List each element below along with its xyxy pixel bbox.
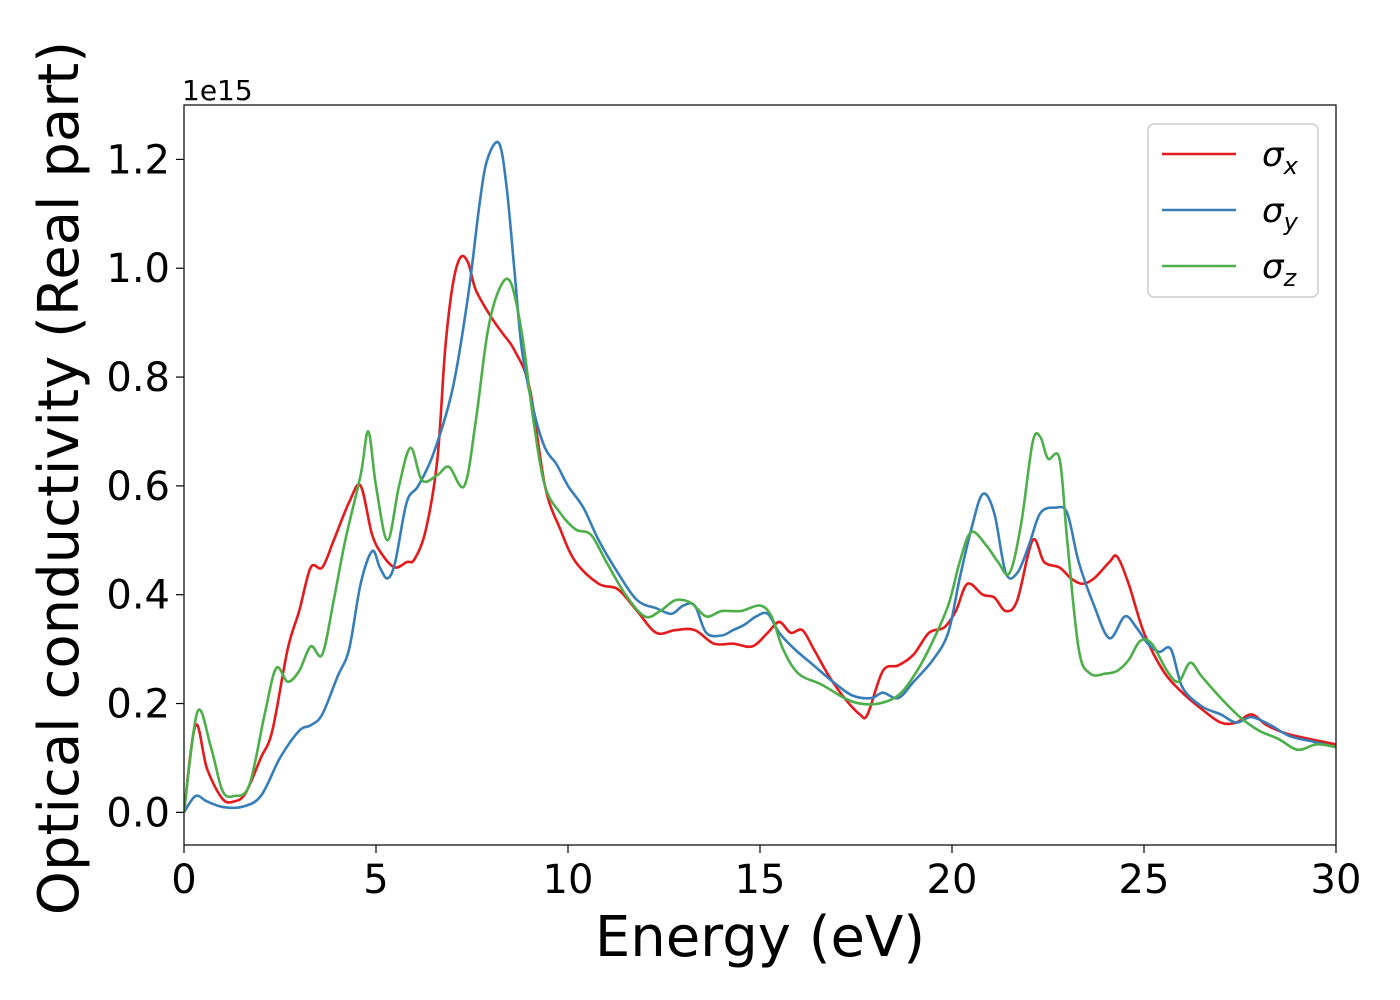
legend-label-x: σx xyxy=(1262,135,1299,180)
series-line-x xyxy=(184,254,1336,813)
y-tick-label: 0.8 xyxy=(106,355,170,401)
x-tick-label: 0 xyxy=(171,857,196,903)
y-tick-label: 1.2 xyxy=(106,137,170,183)
x-tick-label: 20 xyxy=(927,857,978,903)
x-tick-label: 25 xyxy=(1119,857,1170,903)
series-layer xyxy=(184,140,1336,814)
y-tick-label: 0.6 xyxy=(106,464,170,510)
series-line-z xyxy=(184,277,1336,813)
x-tick-label: 15 xyxy=(735,857,786,903)
y-offset-label: 1e15 xyxy=(182,74,253,107)
x-tick-label: 5 xyxy=(363,857,388,903)
y-tick-label: 0.2 xyxy=(106,682,170,728)
x-axis-ticks: 0 5 10 15 20 25 30 xyxy=(171,845,1361,903)
y-tick-label: 0.0 xyxy=(106,790,170,836)
x-tick-label: 10 xyxy=(543,857,594,903)
y-tick-label: 1.0 xyxy=(106,246,170,292)
x-tick-label: 30 xyxy=(1311,857,1362,903)
legend-label-y: σy xyxy=(1262,191,1299,236)
y-tick-label: 0.4 xyxy=(106,573,170,619)
legend: σx σy σz xyxy=(1147,123,1319,298)
legend-label-z: σz xyxy=(1262,247,1298,292)
x-axis-title: Energy (eV) xyxy=(595,905,925,970)
legend-entries: σx σy σz xyxy=(1162,135,1299,292)
series-line-y xyxy=(184,140,1336,814)
y-axis-title: Optical conductivity (Real part) xyxy=(27,41,92,915)
y-axis-ticks: 0.0 0.2 0.4 0.6 0.8 1.0 1.2 xyxy=(106,137,184,836)
